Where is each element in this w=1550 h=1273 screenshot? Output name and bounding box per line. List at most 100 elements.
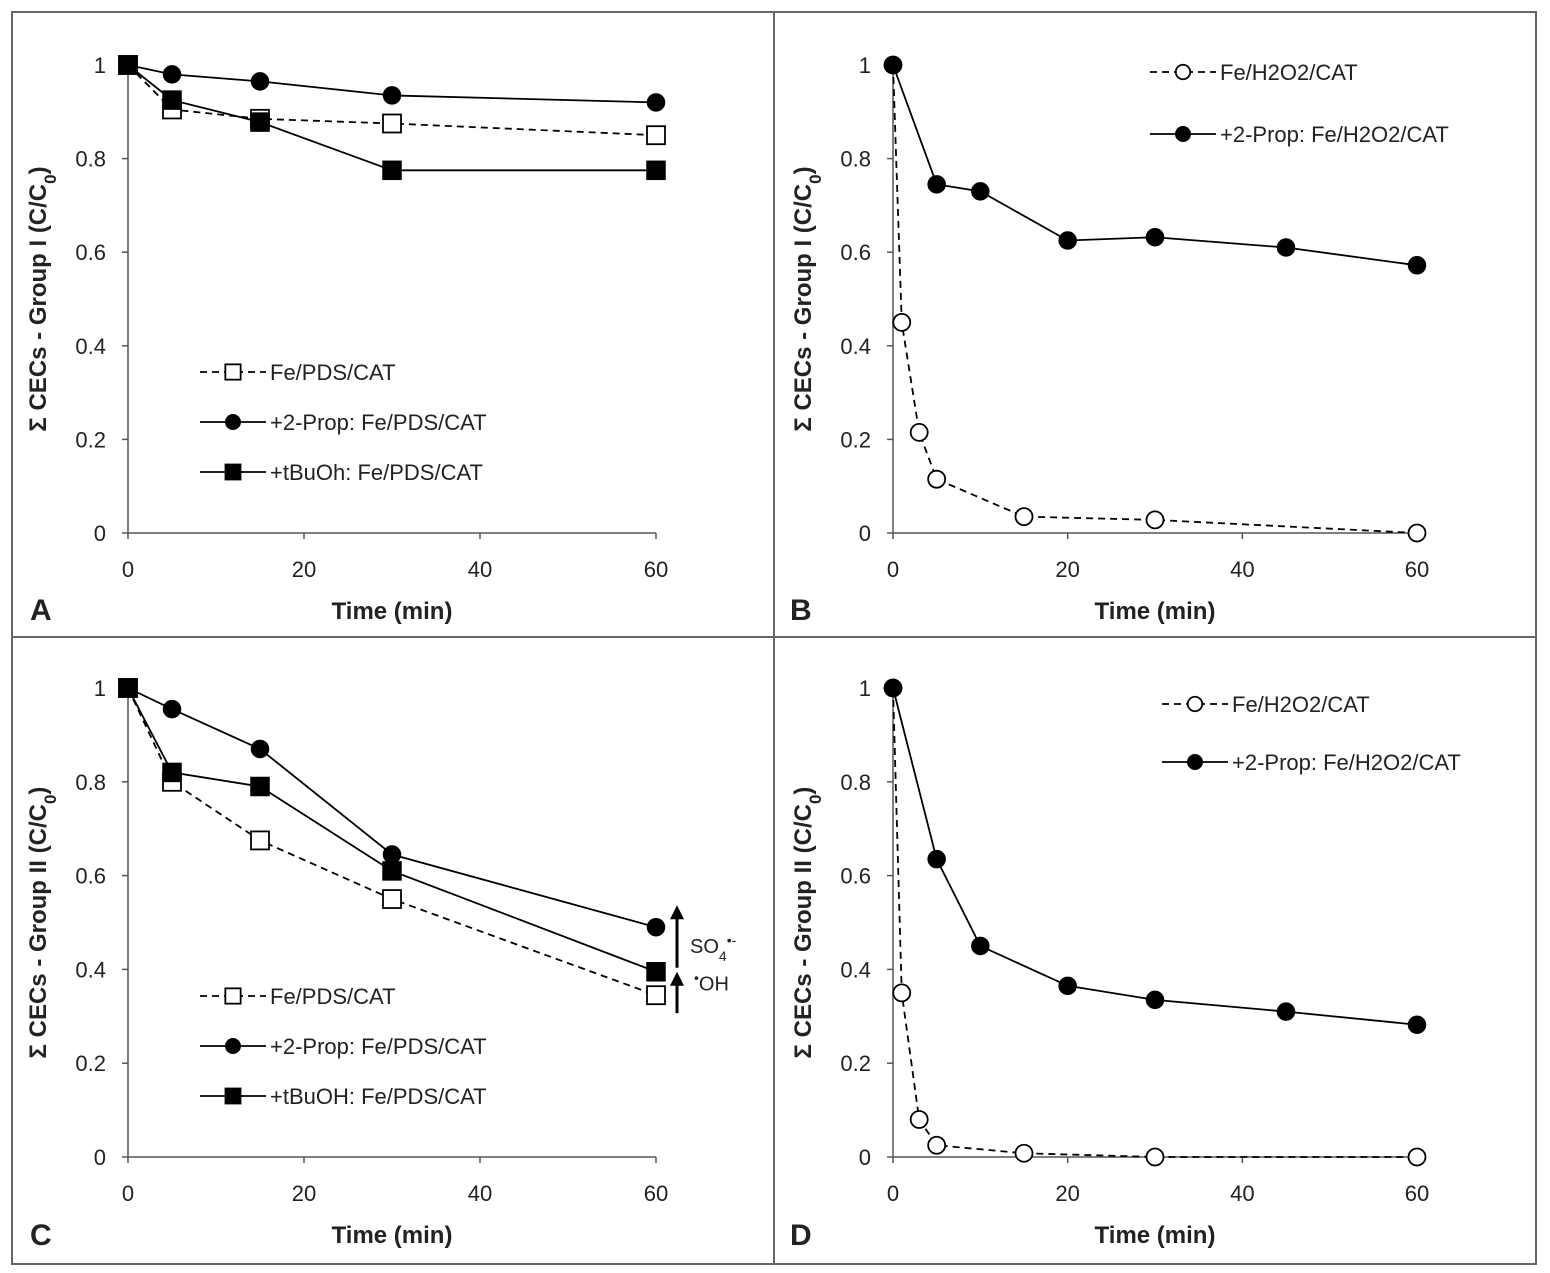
y-tick-label: 0.2 — [75, 1051, 106, 1076]
x-tick-label: 60 — [644, 1181, 668, 1206]
legend-marker — [224, 463, 242, 481]
data-point — [927, 469, 947, 489]
data-point — [1058, 231, 1077, 250]
x-tick-label: 40 — [468, 1181, 492, 1206]
data-point — [250, 72, 270, 91]
data-point — [892, 312, 912, 332]
legend-entry-label: Fe/H2O2/CAT — [1232, 692, 1370, 717]
data-point — [646, 985, 666, 1006]
data-point — [646, 160, 666, 181]
y-tick-label: 0 — [859, 1145, 871, 1170]
so4-radical-label: SO4•- — [690, 932, 737, 964]
data-point — [971, 936, 990, 956]
so4-superscript: •- — [727, 932, 737, 948]
y-tick-label: 0.4 — [840, 334, 871, 359]
y-axis-title-end: ) — [25, 787, 52, 795]
y-tick-label: 0.4 — [840, 957, 871, 982]
data-point — [382, 113, 402, 134]
y-tick-label: 1 — [94, 53, 106, 78]
legend-marker — [224, 1087, 242, 1105]
y-axis-title-subscript: 0 — [41, 795, 60, 804]
data-point — [382, 861, 402, 881]
y-axis-title-end: ) — [790, 787, 817, 795]
y-axis-title-end: ) — [790, 166, 817, 174]
x-tick-label: 20 — [1055, 557, 1079, 582]
data-point — [162, 699, 182, 719]
series-line-1 — [127, 64, 657, 137]
panel-letter: C — [30, 1219, 52, 1252]
x-tick-label: 40 — [468, 557, 492, 582]
y-tick-label: 1 — [859, 53, 871, 78]
x-tick-label: 60 — [1405, 1181, 1429, 1206]
panel-a: 0 0.2 0.4 0.6 0.8 1 0 20 40 60 Time (min) Σ CECs - … — [25, 53, 668, 627]
data-point — [927, 175, 946, 194]
data-point — [1407, 1015, 1427, 1034]
x-tick-label: 60 — [644, 557, 668, 582]
x-axis-title: Time (min) — [1095, 1222, 1216, 1249]
data-point — [971, 182, 990, 201]
data-point — [162, 90, 182, 110]
y-tick-label: 0.8 — [75, 770, 106, 795]
legend-marker — [225, 414, 241, 430]
legend-marker — [1186, 695, 1204, 713]
x-axis-title: Time (min) — [332, 1222, 453, 1249]
legend-entry-label: +2-Prop: Fe/PDS/CAT — [270, 1034, 487, 1059]
data-point — [927, 849, 946, 869]
data-point — [118, 678, 138, 698]
data-point — [646, 93, 666, 112]
y-tick-label: 0.2 — [840, 1051, 871, 1076]
legend-entry-label: +2-Prop: Fe/H2O2/CAT — [1232, 750, 1461, 775]
x-axis-title: Time (min) — [1095, 598, 1216, 625]
y-tick-label: 0 — [94, 1145, 106, 1170]
legend-entry-label: +2-Prop: Fe/H2O2/CAT — [1220, 122, 1449, 147]
y-tick-label: 0 — [859, 521, 871, 546]
so4-arrow-head — [670, 905, 684, 920]
data-point — [1407, 1147, 1427, 1167]
oh-arrow-head — [670, 971, 684, 986]
legend-entry-label: Fe/H2O2/CAT — [1220, 60, 1358, 85]
data-point — [1145, 510, 1165, 530]
panel-letter: B — [790, 594, 812, 627]
panel-b: 0 0.2 0.4 0.6 0.8 1 0 20 40 60 Time (min) Σ CECs - … — [790, 53, 1449, 627]
data-point — [382, 160, 402, 181]
data-point — [1145, 990, 1165, 1010]
y-axis-title: Σ CECs - Group II (C/C0) — [790, 787, 825, 1059]
data-point — [250, 776, 270, 797]
data-point — [1014, 1143, 1034, 1163]
x-tick-label: 0 — [887, 557, 899, 582]
legend-marker — [224, 363, 242, 381]
legend-marker — [1175, 126, 1191, 142]
data-point — [892, 983, 912, 1003]
data-point — [1276, 238, 1296, 257]
panel-letter: D — [790, 1219, 812, 1252]
x-tick-label: 20 — [1055, 1181, 1079, 1206]
x-tick-label: 20 — [292, 1181, 316, 1206]
legend-marker — [1187, 754, 1203, 770]
x-tick-label: 0 — [887, 1181, 899, 1206]
data-point — [250, 830, 270, 851]
x-axis-title: Time (min) — [332, 598, 453, 625]
y-axis-title-main: Σ CECs - Group I (C/C — [25, 184, 52, 432]
data-point — [250, 112, 270, 132]
legend-entry-label: Fe/PDS/CAT — [270, 360, 396, 385]
y-axis-title: Σ CECs - Group II (C/C0) — [25, 787, 60, 1059]
panel-letter: A — [30, 594, 52, 627]
legend-marker — [225, 1038, 241, 1054]
data-point — [382, 889, 402, 909]
legend-marker — [1174, 63, 1192, 81]
data-point — [162, 65, 182, 84]
y-axis-title-subscript: 0 — [806, 795, 825, 804]
data-point — [646, 961, 666, 982]
data-point — [1145, 227, 1165, 247]
y-axis-title-main: Σ CECs - Group II (C/C — [790, 804, 817, 1058]
y-tick-label: 0.6 — [75, 240, 106, 265]
data-point — [646, 125, 666, 146]
y-tick-label: 0.2 — [840, 427, 871, 452]
data-point — [1058, 976, 1077, 996]
data-point — [883, 55, 903, 75]
x-tick-label: 20 — [292, 557, 316, 582]
y-tick-label: 0.8 — [75, 147, 106, 172]
legend-entry-label: +2-Prop: Fe/PDS/CAT — [270, 410, 487, 435]
